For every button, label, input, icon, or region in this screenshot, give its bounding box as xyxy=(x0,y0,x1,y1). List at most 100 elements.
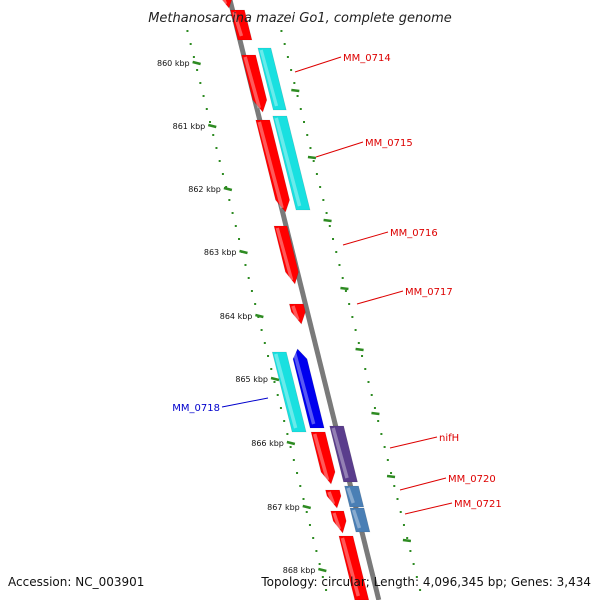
gene-feature-mm0715[interactable] xyxy=(255,119,290,213)
gene-feature-nifh[interactable] xyxy=(310,431,336,485)
tick-dot xyxy=(402,524,405,526)
tick-dot xyxy=(263,342,266,344)
right-tick-track xyxy=(280,30,422,591)
tick-dot xyxy=(247,277,250,279)
tick-dot xyxy=(303,121,306,123)
gene-feature-mm0718[interactable] xyxy=(292,348,325,429)
tick-dot xyxy=(309,147,312,149)
left-tick-track xyxy=(186,30,328,591)
tick-dot xyxy=(361,355,364,357)
gene-label[interactable]: MM_0721 xyxy=(454,499,502,510)
gene-feature-mm0721[interactable] xyxy=(330,510,347,534)
cds-feature-mm0718-highlight xyxy=(274,353,298,429)
tick-dot xyxy=(286,433,289,435)
cds-feature-mm0715-highlight xyxy=(274,117,302,207)
tick-dot xyxy=(364,368,367,370)
tick-dot xyxy=(390,472,393,474)
tick-dot xyxy=(231,212,234,214)
major-tick xyxy=(270,376,280,382)
cds-feature-nifh-highlight xyxy=(331,427,349,479)
gene-feature[interactable] xyxy=(230,9,253,41)
major-tick xyxy=(386,474,396,479)
cds-feature-mm0714-highlight xyxy=(259,49,279,107)
tick-dot xyxy=(415,576,418,578)
tick-dot xyxy=(250,290,253,292)
tick-label: 868 kbp xyxy=(283,566,316,575)
tick-dot xyxy=(325,212,328,214)
tick-dot xyxy=(319,186,322,188)
tick-dot xyxy=(322,199,325,201)
tick-dot xyxy=(354,329,357,331)
gene-feature-mm0716-highlight xyxy=(275,227,294,281)
tick-dot xyxy=(332,238,335,240)
tick-dot xyxy=(283,420,286,422)
cds-feature-mm0714[interactable] xyxy=(257,47,287,111)
tick-dot xyxy=(270,368,273,370)
gene-feature-highlight xyxy=(340,537,360,597)
tick-label: 864 kbp xyxy=(220,312,253,321)
cds-feature-mm0721[interactable] xyxy=(349,507,371,533)
gene-label[interactable]: MM_0720 xyxy=(448,474,496,485)
tick-dot xyxy=(254,303,257,305)
cds-feature-mm0720-highlight xyxy=(346,487,355,504)
tick-dot xyxy=(308,524,311,526)
tick-dot xyxy=(238,238,241,240)
gene-feature-nifh-highlight xyxy=(312,433,330,481)
gene-feature[interactable] xyxy=(218,0,233,9)
tick-dot xyxy=(273,381,276,383)
gene-label[interactable]: MM_0715 xyxy=(365,138,413,149)
gene-label[interactable]: nifH xyxy=(439,433,459,444)
gene-feature-mm0721-highlight xyxy=(332,512,341,530)
gene-feature-mm0720[interactable] xyxy=(325,489,342,509)
tick-dot xyxy=(212,134,215,136)
tick-dot xyxy=(218,160,221,162)
tick-dot xyxy=(406,537,409,539)
major-tick xyxy=(192,60,201,66)
gene-feature-highlight xyxy=(222,0,228,5)
gene-label[interactable]: MM_0717 xyxy=(405,287,453,298)
tick-dot xyxy=(296,472,299,474)
cds-feature-mm0720[interactable] xyxy=(344,485,365,508)
major-tick xyxy=(340,286,349,291)
gene-label-leader xyxy=(399,477,447,491)
gene-feature-mm0717[interactable] xyxy=(289,303,306,325)
tick-dot xyxy=(283,43,286,45)
tick-dot xyxy=(348,303,351,305)
tick-dot xyxy=(234,225,237,227)
cds-feature-nifh[interactable] xyxy=(329,425,358,483)
gene-label[interactable]: MM_0718 xyxy=(172,403,220,414)
tick-dot xyxy=(351,316,354,318)
gene-feature-mm0716[interactable] xyxy=(273,225,299,285)
gene-label[interactable]: MM_0714 xyxy=(343,53,391,64)
cds-feature-mm0715[interactable] xyxy=(272,115,311,211)
tick-dot xyxy=(306,134,309,136)
gene-feature-mm0718-highlight xyxy=(292,350,316,425)
gene-feature-mm0714[interactable] xyxy=(241,54,268,113)
tick-dot xyxy=(318,563,321,565)
tick-dot xyxy=(296,95,299,97)
major-tick xyxy=(302,504,312,510)
gene-label-leader xyxy=(342,231,389,246)
cds-feature-mm0718[interactable] xyxy=(271,351,307,433)
tick-dot xyxy=(225,186,228,188)
major-tick xyxy=(223,186,233,192)
tick-dot xyxy=(399,511,402,513)
tick-dot xyxy=(377,420,380,422)
gene-label-leader xyxy=(356,290,404,305)
gene-feature[interactable] xyxy=(338,535,370,600)
gene-label[interactable]: MM_0716 xyxy=(390,228,438,239)
cds-feature-mm0721-highlight xyxy=(351,509,362,529)
tick-dot xyxy=(215,147,218,149)
tick-dot xyxy=(196,69,199,71)
tick-dot xyxy=(186,30,189,32)
tick-dot xyxy=(192,56,195,58)
tick-label: 866 kbp xyxy=(251,439,284,448)
tick-dot xyxy=(325,589,328,591)
tick-dot xyxy=(305,511,308,513)
accession-text: Accession: NC_003901 xyxy=(8,575,144,589)
tick-dot xyxy=(412,563,415,565)
gene-label-leader xyxy=(404,502,453,515)
tick-dot xyxy=(341,277,344,279)
tick-dot xyxy=(199,82,202,84)
gene-feature-mm0717-highlight xyxy=(291,305,300,321)
